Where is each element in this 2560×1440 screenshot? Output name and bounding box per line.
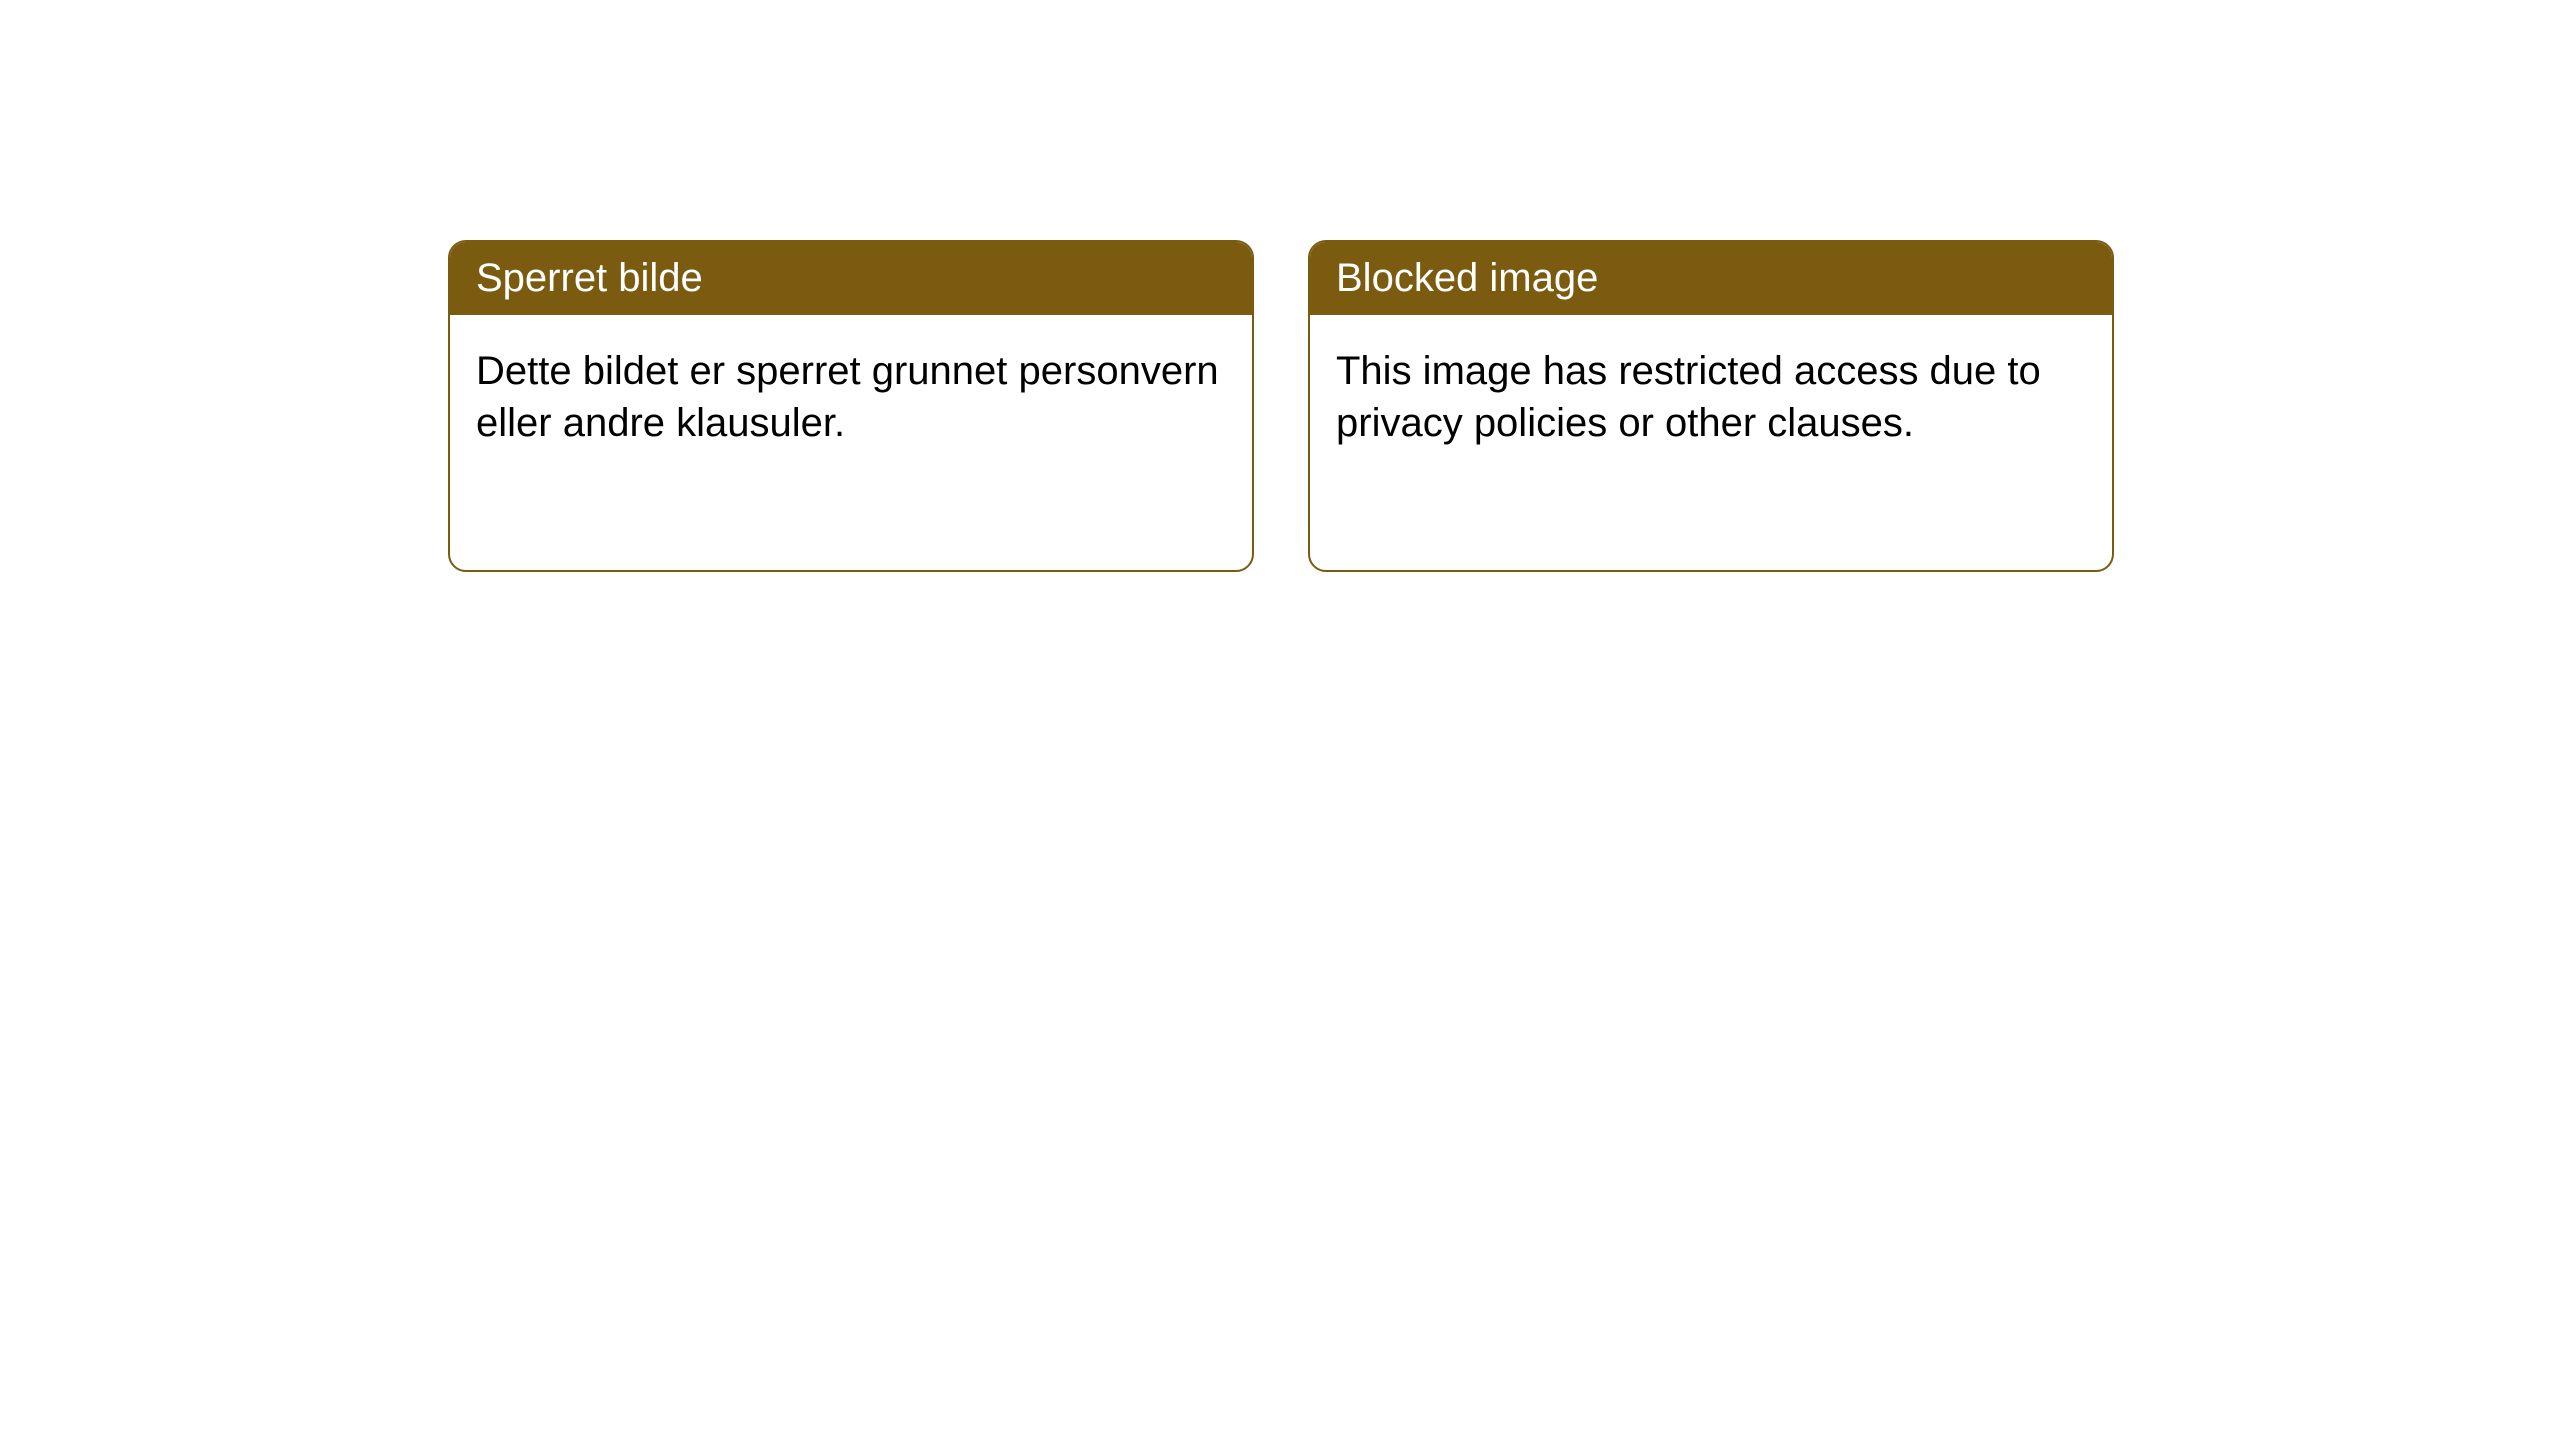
card-body: Dette bildet er sperret grunnet personve… (450, 315, 1252, 479)
card-header: Sperret bilde (450, 242, 1252, 315)
card-body: This image has restricted access due to … (1310, 315, 2112, 479)
card-header: Blocked image (1310, 242, 2112, 315)
card-title: Blocked image (1336, 256, 1598, 300)
blocked-image-card-no: Sperret bilde Dette bildet er sperret gr… (448, 240, 1254, 572)
card-body-text: Dette bildet er sperret grunnet personve… (476, 349, 1219, 445)
blocked-image-card-en: Blocked image This image has restricted … (1308, 240, 2114, 572)
cards-container: Sperret bilde Dette bildet er sperret gr… (0, 0, 2560, 572)
card-body-text: This image has restricted access due to … (1336, 349, 2041, 445)
card-title: Sperret bilde (476, 256, 703, 300)
